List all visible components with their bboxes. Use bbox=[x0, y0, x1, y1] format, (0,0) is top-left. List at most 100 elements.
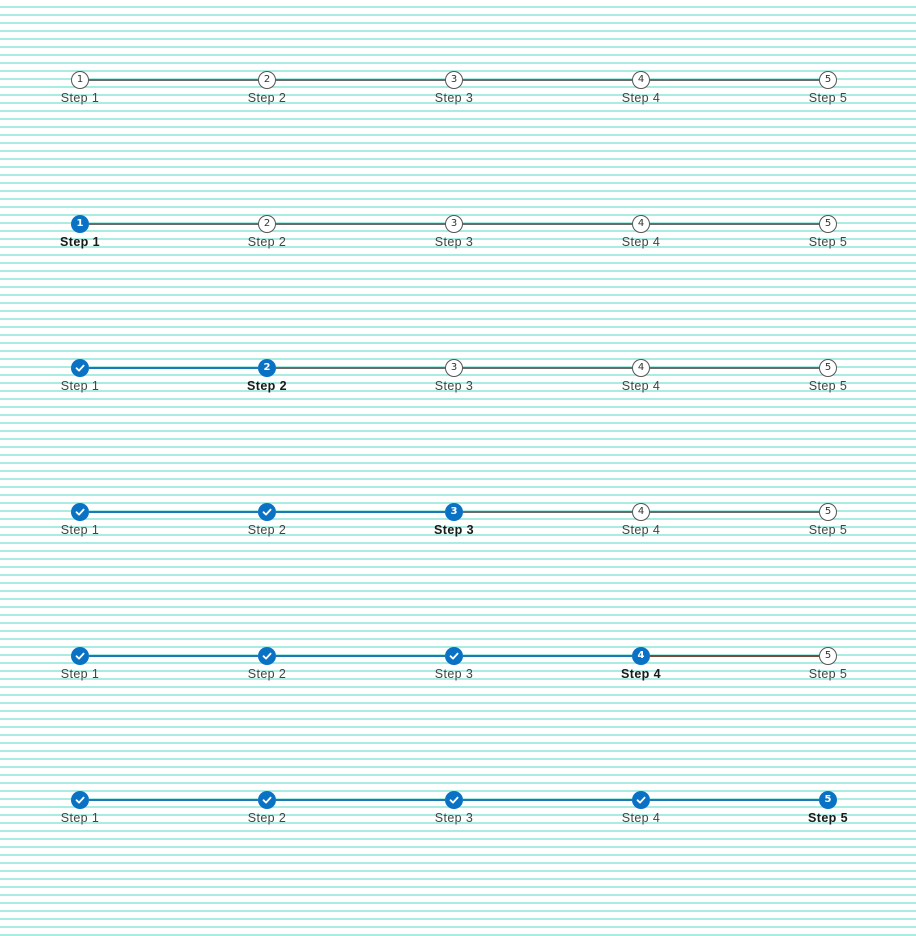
step-number: 2 bbox=[263, 74, 271, 85]
step-item-4[interactable]: 4 Step 4 bbox=[591, 647, 691, 681]
step-item-4[interactable]: 4 Step 4 bbox=[591, 215, 691, 249]
step-label: Step 5 bbox=[808, 91, 848, 105]
step-item-2[interactable]: Step 2 bbox=[217, 503, 317, 537]
step-label: Step 2 bbox=[247, 667, 287, 681]
step-item-2[interactable]: Step 2 bbox=[217, 791, 317, 825]
step-label: Step 5 bbox=[808, 811, 848, 825]
step-number: 3 bbox=[450, 74, 458, 85]
step-connector bbox=[463, 367, 632, 369]
stepper-1: 1 Step 1 2 Step 2 3 Step 3 4 Step 4 5 Step 5 bbox=[0, 71, 916, 111]
step-label: Step 2 bbox=[247, 523, 287, 537]
step-connector bbox=[650, 79, 819, 81]
step-item-2[interactable]: 2 Step 2 bbox=[217, 71, 317, 105]
step-item-3[interactable]: 3 Step 3 bbox=[404, 215, 504, 249]
step-connector bbox=[276, 79, 445, 81]
step-number: 3 bbox=[450, 362, 458, 373]
step-label: Step 3 bbox=[434, 91, 474, 105]
step-number: 3 bbox=[450, 218, 458, 229]
checkmark-icon bbox=[632, 791, 650, 809]
step-item-1[interactable]: Step 1 bbox=[30, 359, 130, 393]
step-label: Step 5 bbox=[808, 523, 848, 537]
step-connector bbox=[276, 655, 445, 657]
step-label: Step 4 bbox=[621, 811, 661, 825]
step-item-1[interactable]: 1 Step 1 bbox=[30, 71, 130, 105]
step-connector bbox=[650, 655, 819, 657]
checkmark-icon bbox=[258, 503, 276, 521]
step-item-3[interactable]: 3 Step 3 bbox=[404, 71, 504, 105]
step-item-5[interactable]: 5 Step 5 bbox=[778, 647, 878, 681]
step-item-1[interactable]: Step 1 bbox=[30, 503, 130, 537]
step-item-1[interactable]: 1 Step 1 bbox=[30, 215, 130, 249]
step-label: Step 2 bbox=[247, 379, 287, 393]
step-item-2[interactable]: 2 Step 2 bbox=[217, 215, 317, 249]
step-label: Step 1 bbox=[60, 811, 100, 825]
step-item-5[interactable]: 5 Step 5 bbox=[778, 215, 878, 249]
step-number-marker: 5 bbox=[819, 791, 837, 809]
step-number: 4 bbox=[637, 362, 645, 373]
step-item-2[interactable]: Step 2 bbox=[217, 647, 317, 681]
step-item-3[interactable]: 3 Step 3 bbox=[404, 359, 504, 393]
checkmark-icon bbox=[258, 791, 276, 809]
step-item-5[interactable]: 5 Step 5 bbox=[778, 791, 878, 825]
step-number-marker: 4 bbox=[632, 71, 650, 89]
step-number: 5 bbox=[824, 650, 832, 661]
step-connector bbox=[463, 79, 632, 81]
stepper-5: Step 1 Step 2 Step 3 4 Step 4 5 Step 5 bbox=[0, 647, 916, 687]
step-connector bbox=[463, 655, 632, 657]
step-item-3[interactable]: Step 3 bbox=[404, 791, 504, 825]
step-item-5[interactable]: 5 Step 5 bbox=[778, 503, 878, 537]
step-connector bbox=[89, 223, 258, 225]
step-connector bbox=[650, 223, 819, 225]
step-item-5[interactable]: 5 Step 5 bbox=[778, 71, 878, 105]
checkmark-icon bbox=[445, 647, 463, 665]
step-connector bbox=[650, 799, 819, 801]
step-connector bbox=[650, 367, 819, 369]
checkmark-icon bbox=[71, 647, 89, 665]
step-number-marker: 2 bbox=[258, 215, 276, 233]
step-label: Step 2 bbox=[247, 235, 287, 249]
step-connector bbox=[463, 511, 632, 513]
step-connector bbox=[463, 223, 632, 225]
step-number-marker: 2 bbox=[258, 71, 276, 89]
step-item-4[interactable]: 4 Step 4 bbox=[591, 359, 691, 393]
step-connector bbox=[89, 799, 258, 801]
step-number: 4 bbox=[637, 650, 645, 661]
step-label: Step 3 bbox=[434, 523, 474, 537]
step-item-4[interactable]: 4 Step 4 bbox=[591, 503, 691, 537]
step-label: Step 4 bbox=[621, 379, 661, 393]
step-item-1[interactable]: Step 1 bbox=[30, 647, 130, 681]
step-number: 5 bbox=[824, 218, 832, 229]
step-item-4[interactable]: 4 Step 4 bbox=[591, 71, 691, 105]
step-item-3[interactable]: 3 Step 3 bbox=[404, 503, 504, 537]
step-connector bbox=[89, 511, 258, 513]
step-label: Step 1 bbox=[60, 523, 100, 537]
step-item-5[interactable]: 5 Step 5 bbox=[778, 359, 878, 393]
step-number-marker: 5 bbox=[819, 503, 837, 521]
stepper-4: Step 1 Step 2 3 Step 3 4 Step 4 5 Step 5 bbox=[0, 503, 916, 543]
step-label: Step 2 bbox=[247, 91, 287, 105]
step-label: Step 5 bbox=[808, 379, 848, 393]
step-label: Step 1 bbox=[60, 667, 100, 681]
step-connector bbox=[276, 799, 445, 801]
step-label: Step 1 bbox=[60, 91, 100, 105]
step-connector bbox=[276, 367, 445, 369]
step-item-1[interactable]: Step 1 bbox=[30, 791, 130, 825]
step-item-3[interactable]: Step 3 bbox=[404, 647, 504, 681]
step-number-marker: 3 bbox=[445, 503, 463, 521]
step-number-marker: 1 bbox=[71, 215, 89, 233]
step-label: Step 2 bbox=[247, 811, 287, 825]
step-number: 5 bbox=[824, 506, 832, 517]
step-connector bbox=[276, 511, 445, 513]
step-label: Step 4 bbox=[621, 91, 661, 105]
checkmark-icon bbox=[445, 791, 463, 809]
step-label: Step 5 bbox=[808, 235, 848, 249]
step-item-2[interactable]: 2 Step 2 bbox=[217, 359, 317, 393]
step-number-marker: 5 bbox=[819, 359, 837, 377]
step-item-4[interactable]: Step 4 bbox=[591, 791, 691, 825]
step-label: Step 1 bbox=[60, 235, 100, 249]
step-connector bbox=[89, 655, 258, 657]
step-label: Step 3 bbox=[434, 667, 474, 681]
step-label: Step 3 bbox=[434, 379, 474, 393]
step-number: 4 bbox=[637, 74, 645, 85]
step-connector bbox=[89, 79, 258, 81]
